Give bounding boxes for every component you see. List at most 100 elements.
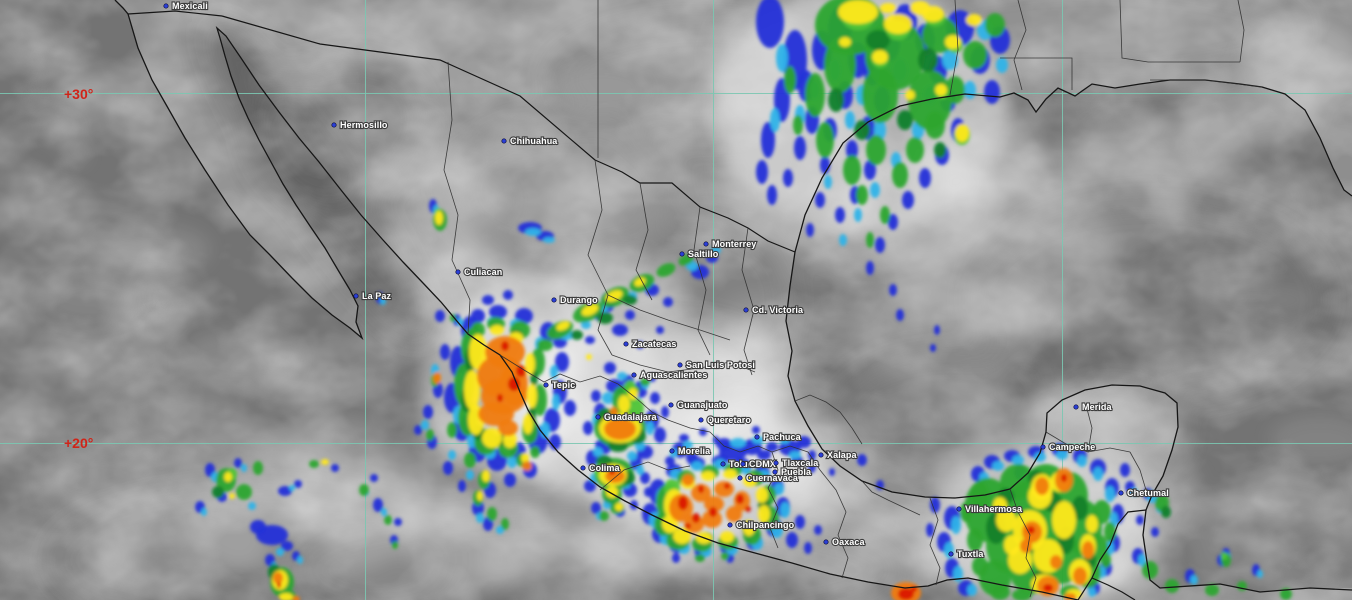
precipitation-cell [724,483,730,489]
precipitation-cell [527,384,537,408]
precipitation-cell [692,513,700,523]
precipitation-cell [646,421,654,435]
cloud-patch [40,450,160,510]
precipitation-cell [1082,541,1094,559]
precipitation-cell [795,515,805,529]
precipitation-cell [663,297,673,307]
precipitation-cell [814,525,822,535]
precipitation-cell [1165,579,1179,593]
country-border [1077,577,1136,600]
precipitation-cell [496,526,504,534]
precipitation-cell [964,81,976,99]
cloud-patch [890,445,970,495]
cloud-patch [380,210,480,290]
city-label: Queretaro [707,415,751,425]
precipitation-cell [1043,584,1053,592]
city-marker-icon [677,362,683,368]
precipitation-cell [743,475,757,487]
precipitation-cell [604,362,616,374]
precipitation-cell [458,480,466,492]
city-monterrey: Monterrey [703,238,757,250]
precipitation-cell [786,532,798,548]
precipitation-cell [934,325,940,335]
precipitation-cell [695,554,705,562]
precipitation-cell [525,353,535,375]
city-chilpancingo: Chilpancingo [727,519,796,531]
cloud-patch [1140,360,1260,400]
city-marker-icon [818,452,824,458]
precipitation-cell [892,162,908,188]
cloud-patch [1150,495,1250,545]
cloud-patch [90,225,210,275]
city-label: Tepic [552,380,575,390]
precipitation-cell [1280,588,1292,600]
precipitation-cell [870,182,880,198]
precipitation-cell [701,471,715,481]
precipitation-cell [905,90,915,100]
precipitation-cell [699,428,707,436]
precipitation-cell [993,497,1007,513]
city-marker-icon [1118,490,1124,496]
city-mexicali: Mexicali [163,0,209,12]
precipitation-cell [780,436,790,444]
precipitation-cell [1151,527,1159,537]
precipitation-cell [359,484,369,496]
precipitation-cell [874,120,886,140]
precipitation-cell [1035,477,1049,495]
city-marker-icon [703,241,709,247]
precipitation-cell [678,496,688,510]
precipitation-cell [996,57,1008,73]
precipitation-cell [457,318,463,326]
cloud-patch [480,120,560,160]
precipitation-cell [996,508,1016,532]
precipitation-cell [930,344,936,352]
cloud-patch [1290,220,1352,280]
cloud-patch [70,565,190,600]
precipitation-cell [597,312,613,324]
precipitation-cell [808,450,816,460]
precipitation-cell [530,446,540,458]
precipitation-cell [960,502,972,522]
precipitation-cell [234,458,242,468]
precipitation-cell [783,169,793,187]
precipitation-cell [636,341,644,349]
city-label: Culiacan [464,267,502,277]
city-marker-icon [737,475,743,481]
precipitation-cell [615,503,623,511]
pacific-coastline [114,0,1079,600]
state-border [499,354,619,385]
precipitation-cell [448,450,456,460]
precipitation-cell [586,354,592,360]
state-border [949,0,959,96]
precipitation-cell [241,464,247,472]
precipitation-cell [756,160,768,184]
precipitation-cell [992,461,1004,471]
city-marker-icon [623,341,629,347]
precipitation-cell [628,388,638,400]
precipitation-cell [716,438,732,450]
latitude-label: +20° [64,435,93,451]
precipitation-cell [617,372,627,380]
precipitation-cell [685,523,691,529]
precipitation-cell [498,420,518,436]
precipitation-cell [872,50,888,64]
precipitation-cell [440,344,450,360]
precipitation-cell [392,541,398,549]
cloud-patch [1180,280,1320,320]
precipitation-cell [522,461,532,471]
precipitation-cell [866,232,874,248]
precipitation-cell [805,73,825,117]
precipitation-cell [521,453,529,463]
state-border [929,497,941,586]
precipitation-cell [925,111,945,139]
city-zacatecas: Zacatecas [623,338,677,350]
precipitation-cell [435,211,443,225]
precipitation-cell [273,572,283,584]
precipitation-cell [435,310,445,322]
precipitation-cell [543,237,555,243]
precipitation-cell [471,309,485,323]
precipitation-cell [679,434,689,442]
precipitation-cell [1034,452,1046,462]
